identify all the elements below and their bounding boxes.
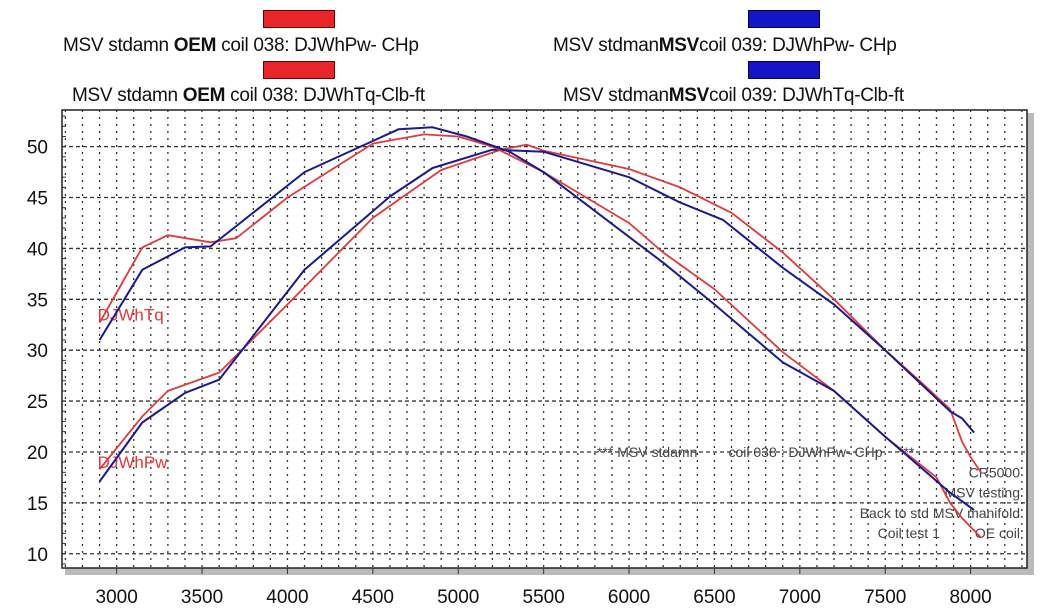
y-tick-label: 25	[27, 392, 48, 413]
legend-swatch-msv-pw	[748, 10, 820, 28]
legend-entry-oem-pw: MSV stdamn OEM coil 038: DJWhPw- CHp	[63, 35, 419, 57]
x-tick-label: 3000	[96, 587, 138, 608]
annotation-header: *** MSV stdamn coil 038 : DJWhPw- CHp **…	[597, 444, 915, 460]
legend-bold: MSV	[658, 35, 700, 56]
annotation-line: CR5000	[969, 464, 1021, 480]
legend-text: MSV stdamn	[63, 35, 174, 56]
legend-entry-oem-tq: MSV stdamn OEM coil 038: DJWhTq-Clb-ft	[72, 85, 425, 107]
y-tick-label: 40	[27, 239, 48, 260]
curve-label: DJWhPw	[98, 453, 169, 472]
legend-entry-msv-tq: MSV stdmanMSVcoil 039: DJWhTq-Clb-ft	[563, 85, 904, 107]
x-tick-label: 3500	[181, 587, 223, 608]
legend-swatch-msv-tq	[748, 61, 820, 79]
y-tick-label: 45	[27, 189, 48, 210]
series-line-1	[98, 148, 975, 483]
legend-text: MSV stdman	[553, 35, 659, 56]
legend-entry-msv-pw: MSV stdmanMSVcoil 039: DJWhPw- CHp	[553, 35, 897, 57]
x-tick-label: 5000	[437, 587, 479, 608]
legend-bold: MSV	[668, 85, 710, 106]
curve-label: DJWhTq	[98, 306, 164, 325]
series-line-3	[98, 126, 975, 511]
y-tick-label: 30	[27, 341, 48, 362]
y-tick-label: 10	[27, 545, 48, 566]
y-tick-label: 15	[27, 494, 48, 515]
legend-bold: OEM	[182, 85, 226, 106]
y-tick-label: 50	[27, 138, 48, 159]
annotation-line: Back to std MSV manifold	[860, 505, 1020, 521]
legend-text: coil 039: DJWhTq-Clb-ft	[709, 85, 904, 106]
x-tick-label: 5500	[523, 587, 565, 608]
x-tick-label: 7000	[779, 587, 821, 608]
legend-text: coil 039: DJWhPw- CHp	[699, 35, 897, 56]
x-tick-label: 7500	[864, 587, 906, 608]
legend-swatch-oem-pw	[263, 10, 335, 28]
plot-frame	[61, 109, 1028, 569]
x-tick-label: 4000	[266, 587, 308, 608]
annotation-line: MSV testing	[945, 485, 1020, 501]
x-tick-label: 8000	[949, 587, 991, 608]
legend-text: MSV stdman	[563, 85, 669, 106]
legend-text: coil 038: DJWhTq-Clb-ft	[225, 85, 425, 106]
y-tick-label: 20	[27, 443, 48, 464]
y-tick-label: 35	[27, 290, 48, 311]
legend-text: coil 038: DJWhPw- CHp	[216, 35, 419, 56]
x-tick-label: 6000	[608, 587, 650, 608]
x-tick-label: 6500	[693, 587, 735, 608]
legend-swatch-oem-tq	[263, 61, 335, 79]
legend-bold: OEM	[173, 35, 217, 56]
legend-text: MSV stdamn	[72, 85, 183, 106]
x-tick-label: 4500	[352, 587, 394, 608]
annotation-line: Coil test 1 OE coil	[878, 525, 1020, 541]
